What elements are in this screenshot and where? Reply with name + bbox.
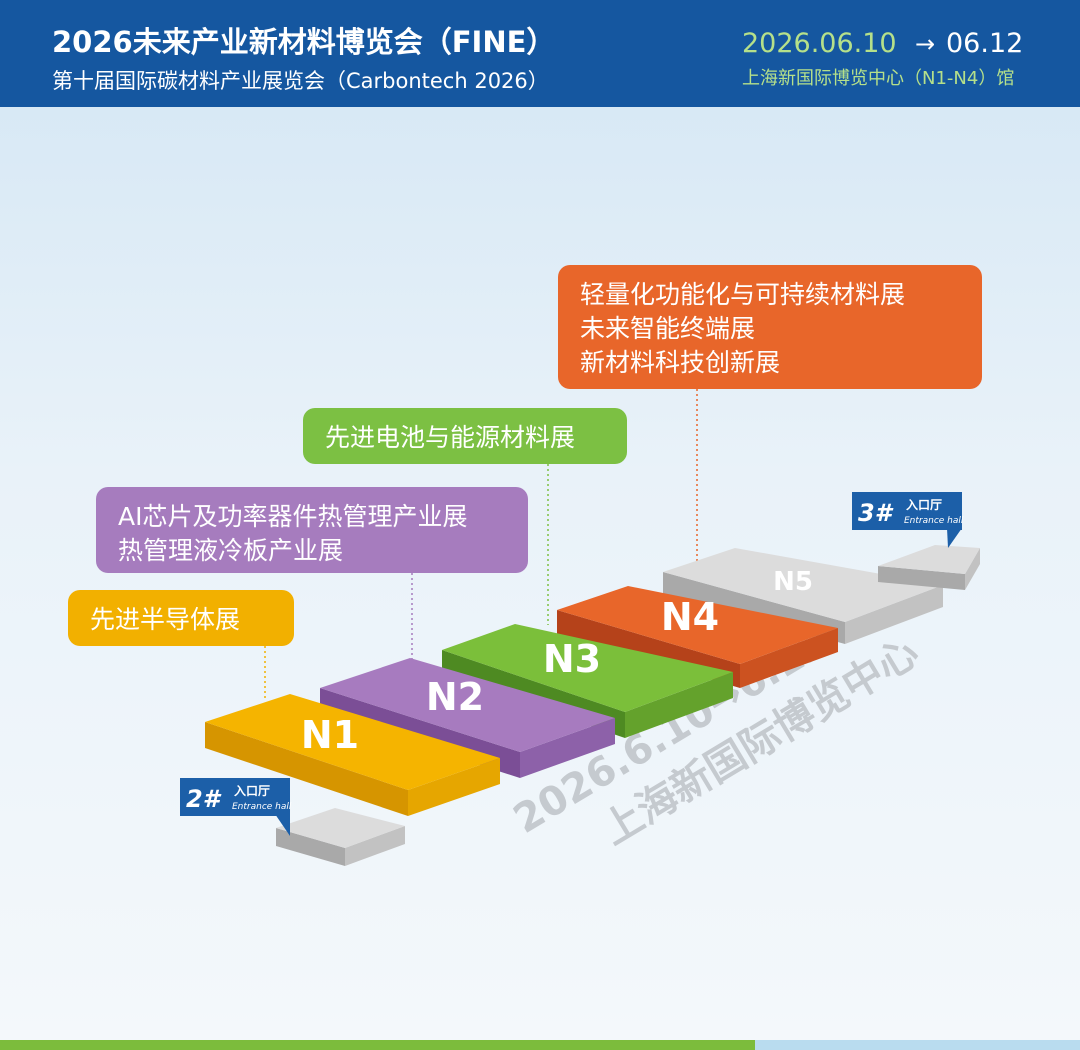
- callout-box: [96, 487, 528, 573]
- subtitle: 第十届国际碳材料产业展览会（Carbontech 2026）: [52, 69, 549, 93]
- tag-pointer: [275, 814, 290, 836]
- hall-top: [442, 624, 733, 712]
- tag-number: 2#: [186, 785, 222, 813]
- hall-top: [663, 548, 943, 622]
- hall-side: [625, 672, 733, 738]
- callout-box: [558, 265, 982, 389]
- tag-name-box: [900, 492, 962, 530]
- tag-number-box: [852, 492, 900, 530]
- callout-text: 热管理液冷板产业展: [118, 536, 343, 565]
- hall-label: N2: [426, 675, 484, 719]
- date-end: 06.12: [946, 28, 1023, 59]
- tag-number-box: [180, 778, 228, 816]
- hall-side: [740, 628, 838, 688]
- title: 2026未来产业新材料博览会（FINE）: [52, 25, 555, 59]
- callout-text: AI芯片及功率器件热管理产业展: [118, 502, 467, 531]
- entrance-side: [965, 548, 980, 590]
- tag-number: 3#: [858, 499, 894, 527]
- footer-strip: [755, 1040, 1080, 1050]
- hall-label: N4: [661, 595, 719, 639]
- tag-name-en: Entrance hall: [232, 802, 292, 812]
- header-bar: [0, 0, 1080, 107]
- tag-pointer: [947, 528, 962, 548]
- tag-name: 入口厅: [234, 784, 270, 798]
- tag-name-en: Entrance hall: [904, 516, 964, 526]
- hall-label: N5: [773, 567, 813, 597]
- callout-text: 新材料科技创新展: [580, 348, 780, 377]
- callout-box: [68, 590, 294, 646]
- callout-text: 先进电池与能源材料展: [325, 423, 575, 452]
- hall-top: [205, 694, 500, 790]
- hall-side: [205, 722, 408, 816]
- callout-text: 先进半导体展: [90, 605, 240, 634]
- hall-side: [408, 758, 500, 816]
- date-start: 2026.06.10: [742, 28, 897, 59]
- venue: 上海新国际博览中心（N1-N4）馆: [742, 68, 1014, 89]
- hall-side: [845, 585, 943, 644]
- entrance-top: [878, 545, 980, 574]
- footer-strip: [0, 1040, 755, 1050]
- callout-box: [303, 408, 627, 464]
- hall-top: [557, 586, 838, 664]
- hall-top: [320, 658, 615, 752]
- tag-name-box: [228, 778, 290, 816]
- callout-text: 未来智能终端展: [580, 314, 755, 343]
- tag-name: 入口厅: [906, 498, 942, 512]
- hall-label: N3: [543, 637, 601, 681]
- entrance-side: [276, 828, 345, 866]
- entrance-top: [276, 808, 405, 848]
- entrance-side: [345, 826, 405, 866]
- date-arrow: →: [915, 30, 935, 58]
- hall-label: N1: [301, 713, 359, 757]
- callout-text: 轻量化功能化与可持续材料展: [580, 280, 905, 309]
- hall-side: [520, 718, 615, 778]
